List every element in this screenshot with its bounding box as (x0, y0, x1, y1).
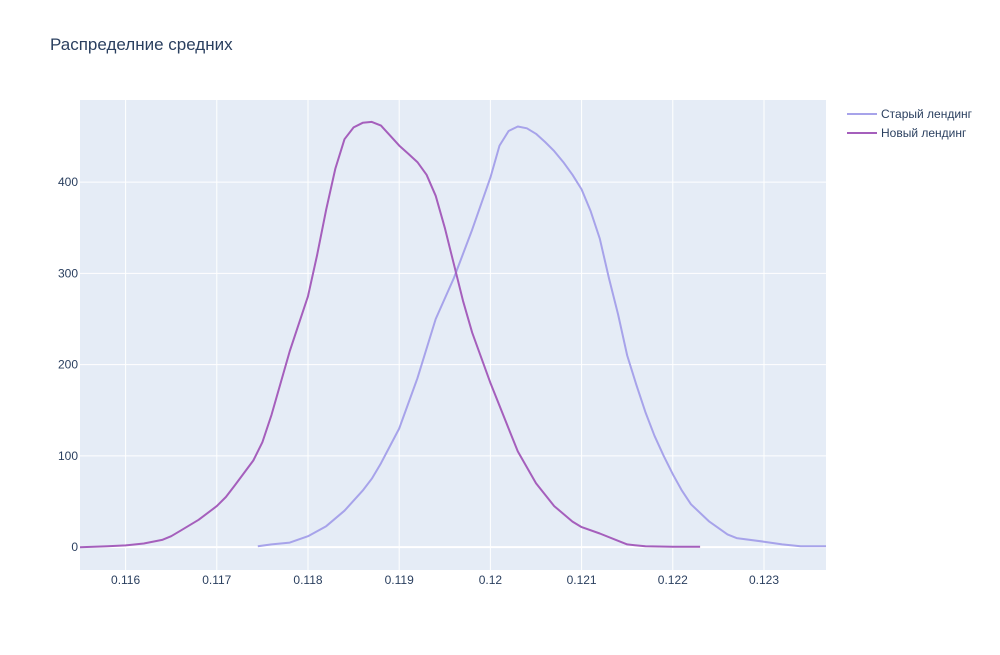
y-tick-label: 300 (58, 266, 78, 280)
y-tick-label: 200 (58, 358, 78, 372)
chart-title: Распределние средних (50, 35, 233, 54)
x-tick-label: 0.122 (658, 573, 688, 587)
series-lines (79, 120, 826, 549)
x-tick-label: 0.121 (567, 573, 597, 587)
y-tick-label: 0 (71, 540, 78, 554)
x-tick-label: 0.117 (202, 573, 231, 587)
x-tick-label: 0.123 (749, 573, 779, 587)
x-axis-ticks: 0.116 0.117 0.118 0.119 0.12 0.121 0.122 0.123 (111, 573, 779, 587)
series-line-0 (257, 125, 826, 548)
series-line-1 (79, 120, 701, 549)
y-tick-label: 100 (58, 449, 78, 463)
x-tick-label: 0.12 (479, 573, 503, 587)
legend-label[interactable]: Старый лендинг (881, 107, 973, 121)
legend-label[interactable]: Новый лендинг (881, 126, 967, 140)
x-tick-label: 0.116 (111, 573, 140, 587)
x-tick-label: 0.118 (293, 573, 322, 587)
y-axis-ticks: 0 100 200 300 400 (58, 175, 78, 554)
x-tick-label: 0.119 (385, 573, 414, 587)
legend: Старый лендинг Новый лендинг (847, 107, 973, 140)
plot-area (80, 100, 826, 570)
y-tick-label: 400 (58, 175, 78, 189)
grid-lines (80, 100, 826, 570)
